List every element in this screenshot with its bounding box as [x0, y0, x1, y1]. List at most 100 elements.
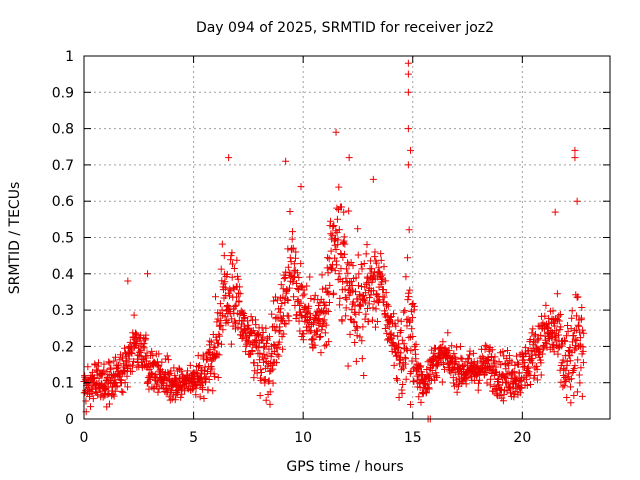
data-point	[340, 233, 348, 241]
data-point	[284, 263, 292, 271]
data-point	[192, 369, 200, 377]
data-point	[228, 273, 236, 281]
data-point	[368, 274, 376, 282]
data-point	[373, 259, 381, 267]
data-point	[106, 359, 114, 367]
data-point	[341, 240, 349, 248]
data-point	[124, 383, 132, 391]
data-point	[541, 312, 549, 320]
data-point	[574, 356, 582, 364]
data-point	[200, 394, 208, 402]
data-point	[475, 379, 482, 387]
data-point	[111, 387, 119, 395]
data-point	[361, 295, 369, 303]
data-point	[291, 254, 299, 262]
data-point	[399, 381, 407, 389]
data-point	[217, 321, 225, 329]
data-point	[355, 308, 363, 316]
data-point	[397, 349, 405, 357]
data-point	[549, 307, 557, 315]
data-point	[570, 332, 578, 340]
data-point	[578, 314, 586, 322]
data-point	[107, 364, 115, 372]
data-point	[406, 286, 414, 294]
data-point	[362, 310, 370, 318]
data-point	[526, 335, 534, 343]
data-point	[249, 327, 257, 335]
data-point	[523, 382, 531, 390]
data-point	[89, 395, 97, 403]
data-point	[99, 369, 107, 377]
data-point	[158, 358, 166, 366]
data-point	[574, 321, 582, 329]
data-point	[568, 307, 576, 315]
data-point	[218, 240, 226, 248]
data-point	[430, 349, 438, 357]
data-point	[355, 270, 363, 278]
data-point	[405, 226, 413, 234]
data-point	[121, 344, 129, 352]
data-point	[579, 359, 587, 367]
data-point	[274, 313, 282, 321]
data-point	[316, 332, 324, 340]
data-point	[317, 349, 325, 357]
data-point	[393, 374, 401, 382]
data-point	[207, 338, 215, 346]
data-point	[444, 329, 452, 337]
data-point	[332, 128, 340, 136]
data-point	[269, 379, 277, 387]
data-point	[377, 250, 385, 258]
data-point	[275, 352, 283, 360]
data-point	[514, 360, 522, 368]
data-point	[235, 297, 243, 305]
data-point	[336, 301, 344, 309]
data-point	[410, 377, 418, 385]
data-point	[575, 322, 583, 330]
data-point	[554, 316, 562, 324]
data-point	[266, 388, 274, 396]
data-point	[333, 261, 341, 269]
data-point	[297, 260, 305, 268]
data-point	[404, 125, 412, 133]
data-point	[358, 265, 366, 273]
x-tick-label: 5	[189, 430, 198, 446]
data-point	[328, 265, 336, 273]
data-point	[466, 347, 474, 355]
data-point	[324, 254, 332, 262]
data-point	[337, 249, 345, 257]
data-point	[219, 326, 227, 334]
data-point	[342, 304, 350, 312]
data-point	[401, 307, 409, 315]
data-point	[253, 369, 261, 377]
data-point	[473, 359, 481, 367]
data-point	[560, 381, 568, 389]
data-point	[433, 373, 441, 381]
data-point	[276, 308, 284, 316]
data-point	[529, 325, 537, 333]
data-point	[192, 384, 200, 392]
data-point	[195, 363, 203, 371]
data-point	[288, 228, 296, 236]
data-point	[300, 330, 308, 338]
x-tick-label: 0	[80, 430, 89, 446]
x-tick-label: 10	[294, 430, 312, 446]
data-point	[344, 269, 352, 277]
data-point	[537, 331, 545, 339]
data-point	[288, 235, 296, 243]
data-point	[402, 355, 410, 363]
data-point	[571, 154, 579, 162]
data-point	[224, 318, 232, 326]
data-point	[531, 372, 539, 380]
data-point	[311, 291, 319, 299]
y-tick-label: 0.1	[52, 376, 74, 392]
data-point	[573, 197, 581, 205]
data-point	[450, 350, 458, 358]
data-point	[390, 332, 398, 340]
data-point	[405, 293, 413, 301]
data-point	[395, 394, 403, 402]
data-point	[338, 317, 346, 325]
data-point	[445, 347, 453, 355]
data-point	[404, 88, 412, 96]
data-point	[402, 345, 410, 353]
data-point	[405, 318, 413, 326]
